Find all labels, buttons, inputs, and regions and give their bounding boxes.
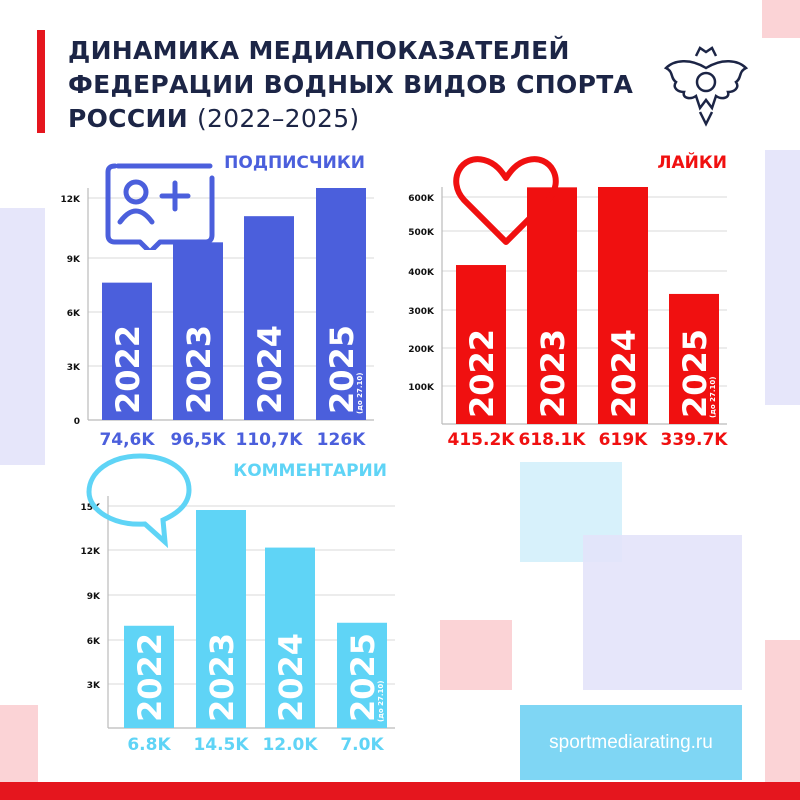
- y-tick-label: 6K: [67, 309, 81, 319]
- bar-2025: [316, 188, 366, 420]
- bar-year-label: 2025: [323, 325, 361, 414]
- bottom-red-bar: [0, 782, 800, 800]
- bar-note-label: (до 27.10): [709, 377, 717, 418]
- bar-value-label: 110,7K: [236, 430, 304, 450]
- bar-value-label: 619K: [599, 430, 648, 450]
- bar-value-label: 14.5K: [193, 735, 249, 755]
- deco-square: [765, 150, 800, 405]
- y-tick-label: 600K: [408, 194, 435, 204]
- y-tick-label: 12K: [61, 195, 82, 205]
- bar-2023: [196, 510, 246, 728]
- y-tick-label: 500K: [408, 228, 435, 238]
- y-tick-label: 15K: [81, 503, 102, 513]
- bar-year-label: 2025: [676, 329, 714, 418]
- title-line: ДИНАМИКА МЕДИАПОКАЗАТЕЛЕЙ: [68, 36, 570, 65]
- y-tick-label: 300K: [408, 307, 435, 317]
- bar-note-label: (до 27.10): [356, 373, 364, 414]
- bar-2023: [173, 242, 223, 420]
- y-tick-label: 6K: [87, 637, 101, 647]
- bar-value-label: 96,5K: [170, 430, 226, 450]
- y-tick-label: 0: [74, 417, 80, 427]
- bar-value-label: 126K: [317, 430, 366, 450]
- title-line: РОССИИ: [68, 104, 188, 133]
- deco-square: [583, 535, 742, 690]
- bar-year-label: 2022: [463, 329, 501, 418]
- page-title: ДИНАМИКА МЕДИАПОКАЗАТЕЛЕЙ ФЕДЕРАЦИИ ВОДН…: [68, 34, 633, 136]
- bar-year-label: 2024: [251, 325, 289, 414]
- bar-value-label: 415.2K: [448, 430, 516, 450]
- bar-2023: [527, 187, 577, 424]
- y-tick-label: 12K: [81, 547, 102, 557]
- title-accent-bar: [37, 30, 45, 133]
- bar-value-label: 7.0K: [340, 735, 384, 755]
- bar-value-label: 74,6K: [99, 430, 155, 450]
- chart-title: КОММЕНТАРИИ: [233, 461, 387, 481]
- site-url: sportmediarating.ru: [520, 705, 742, 780]
- bar-2022: [102, 282, 152, 420]
- bar-value-label: 618.1K: [519, 430, 587, 450]
- bar-year-label: 2023: [180, 325, 218, 414]
- deco-square: [440, 620, 512, 690]
- heart-icon: [453, 156, 559, 245]
- user-plus-chat-icon: [105, 163, 215, 250]
- deco-square: [0, 705, 38, 782]
- y-tick-label: 9K: [87, 592, 101, 602]
- bar-2025: [669, 293, 719, 424]
- y-tick-label: 3K: [87, 681, 101, 691]
- bar-year-label: 2024: [605, 329, 643, 418]
- bar-2024: [598, 187, 648, 424]
- bar-2024: [265, 547, 315, 728]
- bar-value-label: 12.0K: [262, 735, 318, 755]
- speech-bubble-icon: [86, 453, 192, 549]
- chart-title: ПОДПИСЧИКИ: [224, 153, 365, 173]
- bar-2024: [244, 216, 294, 420]
- bar-2022: [456, 265, 506, 424]
- bar-2022: [124, 625, 174, 728]
- y-tick-label: 400K: [408, 268, 435, 278]
- y-tick-label: 9K: [67, 255, 81, 265]
- bar-year-label: 2022: [109, 325, 147, 414]
- title-years: (2022–2025): [196, 104, 360, 133]
- deco-square: [765, 640, 800, 782]
- y-tick-label: 200K: [408, 345, 435, 355]
- y-tick-label: 100K: [408, 383, 435, 393]
- title-line: ФЕДЕРАЦИИ ВОДНЫХ ВИДОВ СПОРТА: [68, 70, 634, 99]
- bar-note-label: (до 27.10): [377, 681, 385, 722]
- bar-year-label: 2023: [203, 633, 241, 722]
- bar-year-label: 2022: [131, 633, 169, 722]
- bar-year-label: 2024: [272, 633, 310, 722]
- bar-value-label: 6.8K: [127, 735, 171, 755]
- bar-value-label: 339.7K: [661, 430, 729, 450]
- bar-year-label: 2023: [534, 329, 572, 418]
- deco-square: [762, 0, 800, 38]
- bar-2025: [337, 622, 387, 728]
- chart-title: ЛАЙКИ: [657, 151, 727, 173]
- deco-square: [0, 208, 45, 465]
- bar-year-label: 2025: [344, 633, 382, 722]
- y-tick-label: 3K: [67, 363, 81, 373]
- emblem-logo: [663, 46, 749, 127]
